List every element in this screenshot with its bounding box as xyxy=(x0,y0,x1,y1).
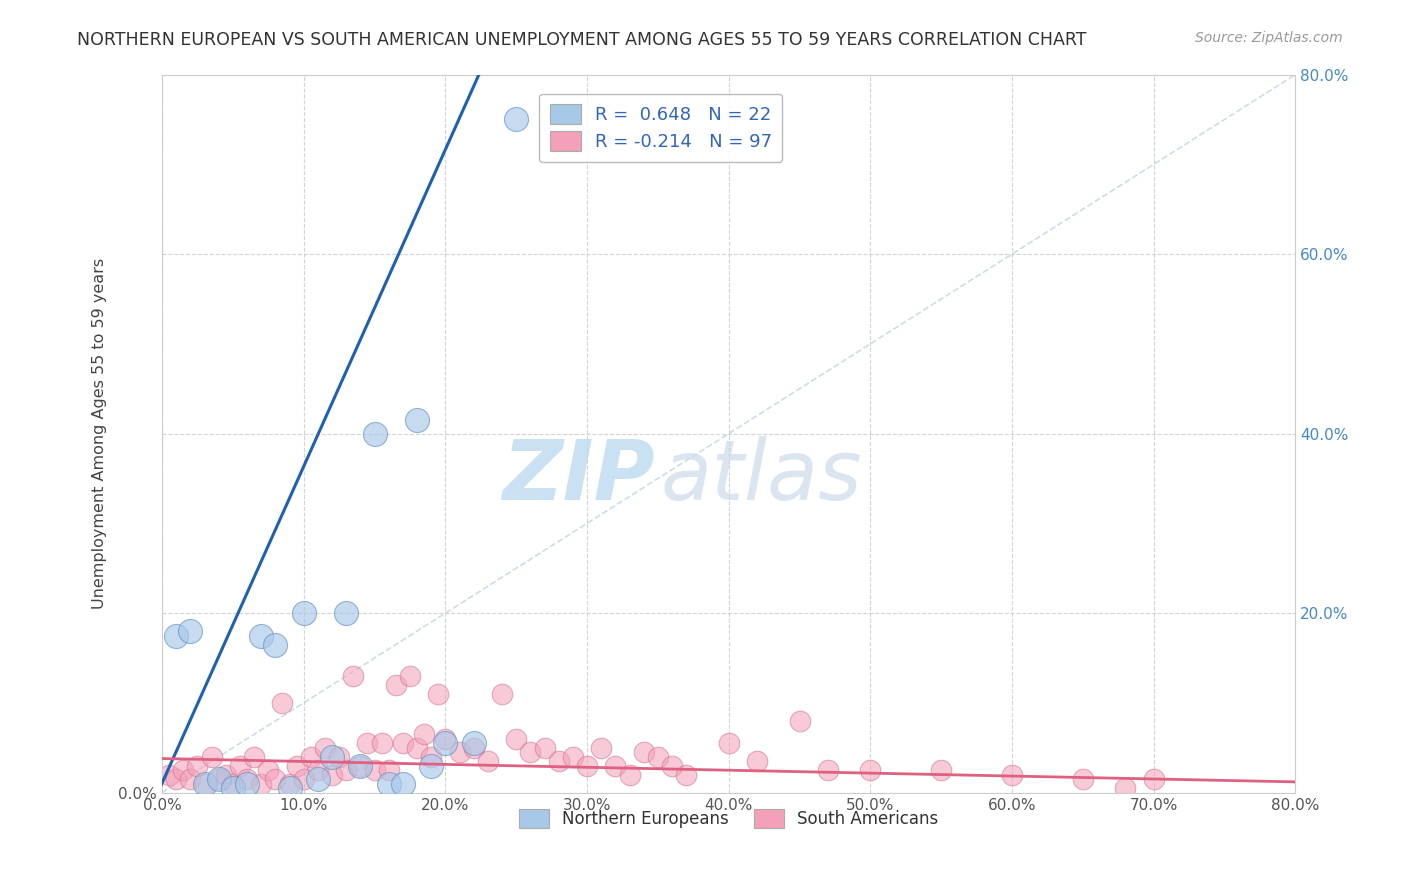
Point xyxy=(179,772,201,787)
Point xyxy=(370,736,392,750)
Text: atlas: atlas xyxy=(661,436,862,517)
Point xyxy=(278,777,301,791)
Point xyxy=(229,758,252,772)
Point xyxy=(349,758,371,772)
Point xyxy=(434,736,457,750)
Point xyxy=(165,629,187,643)
Y-axis label: Unemployment Among Ages 55 to 59 years: Unemployment Among Ages 55 to 59 years xyxy=(93,258,107,609)
Point xyxy=(257,763,280,777)
Point xyxy=(491,687,513,701)
Point xyxy=(399,669,422,683)
Point xyxy=(356,736,378,750)
Point xyxy=(745,754,768,768)
Point xyxy=(307,772,329,787)
Point xyxy=(385,678,408,692)
Point xyxy=(222,777,245,791)
Point xyxy=(427,687,450,701)
Point xyxy=(377,763,399,777)
Point xyxy=(463,740,485,755)
Point xyxy=(186,758,208,772)
Point xyxy=(576,758,599,772)
Text: NORTHERN EUROPEAN VS SOUTH AMERICAN UNEMPLOYMENT AMONG AGES 55 TO 59 YEARS CORRE: NORTHERN EUROPEAN VS SOUTH AMERICAN UNEM… xyxy=(77,31,1087,49)
Point xyxy=(661,758,683,772)
Point xyxy=(929,763,952,777)
Point xyxy=(420,758,443,772)
Point xyxy=(314,740,336,755)
Point xyxy=(406,413,429,427)
Point xyxy=(243,749,266,764)
Point xyxy=(505,112,527,127)
Point xyxy=(547,754,569,768)
Legend: Northern Europeans, South Americans: Northern Europeans, South Americans xyxy=(512,802,945,835)
Point xyxy=(321,767,343,781)
Point xyxy=(1001,767,1024,781)
Text: ZIP: ZIP xyxy=(502,436,655,517)
Point xyxy=(165,772,187,787)
Point xyxy=(349,758,371,772)
Point xyxy=(285,758,308,772)
Point xyxy=(328,749,350,764)
Point xyxy=(647,749,669,764)
Point xyxy=(179,624,201,638)
Point xyxy=(335,606,357,620)
Point xyxy=(292,772,315,787)
Point xyxy=(215,767,238,781)
Point xyxy=(533,740,555,755)
Point xyxy=(208,772,231,787)
Point xyxy=(519,745,541,759)
Point xyxy=(1114,781,1136,796)
Point xyxy=(817,763,839,777)
Point xyxy=(406,740,429,755)
Point xyxy=(377,777,399,791)
Point xyxy=(201,749,224,764)
Point xyxy=(619,767,641,781)
Point xyxy=(392,777,415,791)
Point xyxy=(463,736,485,750)
Point xyxy=(264,638,287,652)
Point xyxy=(1071,772,1094,787)
Point xyxy=(157,767,180,781)
Point xyxy=(561,749,583,764)
Point xyxy=(717,736,740,750)
Point xyxy=(363,426,385,441)
Point xyxy=(307,763,329,777)
Text: Source: ZipAtlas.com: Source: ZipAtlas.com xyxy=(1195,31,1343,45)
Point xyxy=(434,731,457,746)
Point xyxy=(264,772,287,787)
Point xyxy=(591,740,613,755)
Point xyxy=(859,763,882,777)
Point xyxy=(193,777,215,791)
Point xyxy=(250,629,273,643)
Point xyxy=(505,731,527,746)
Point xyxy=(420,749,443,764)
Point xyxy=(271,696,294,710)
Point xyxy=(278,781,301,796)
Point xyxy=(236,772,259,787)
Point xyxy=(342,669,364,683)
Point xyxy=(321,749,343,764)
Point xyxy=(292,606,315,620)
Point xyxy=(208,772,231,787)
Point xyxy=(193,777,215,791)
Point xyxy=(633,745,655,759)
Point xyxy=(789,714,811,728)
Point xyxy=(363,763,385,777)
Point xyxy=(299,749,322,764)
Point xyxy=(449,745,471,759)
Point xyxy=(1143,772,1166,787)
Point xyxy=(413,727,436,741)
Point xyxy=(172,763,194,777)
Point xyxy=(335,763,357,777)
Point xyxy=(236,777,259,791)
Point xyxy=(222,781,245,796)
Point xyxy=(250,777,273,791)
Point xyxy=(675,767,697,781)
Point xyxy=(477,754,499,768)
Point xyxy=(392,736,415,750)
Point xyxy=(605,758,627,772)
